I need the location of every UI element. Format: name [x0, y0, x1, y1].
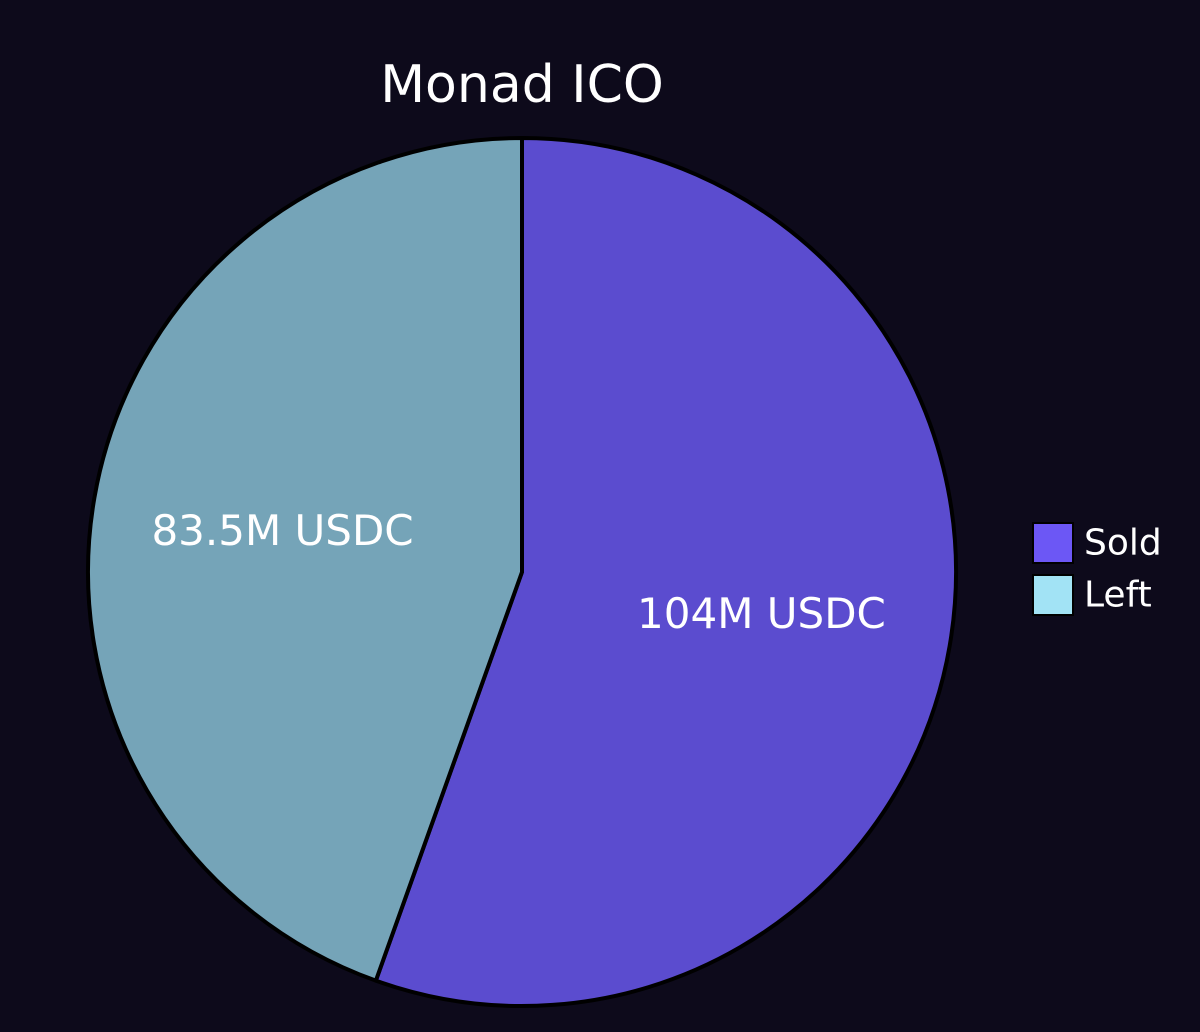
- legend-swatch-sold: [1032, 522, 1074, 564]
- legend: Sold Left: [1032, 522, 1162, 616]
- legend-swatch-left: [1032, 574, 1074, 616]
- slice-labels: 104M USDC 83.5M USDC: [151, 506, 885, 638]
- chart-title: Monad ICO: [380, 55, 664, 115]
- slice-label-left: 83.5M USDC: [151, 506, 413, 555]
- slice-label-sold: 104M USDC: [637, 589, 886, 638]
- pie-slice-left: [86, 136, 524, 983]
- legend-label-left: Left: [1084, 575, 1152, 616]
- pie-slice-sold: [373, 136, 958, 1008]
- legend-label-sold: Sold: [1084, 523, 1162, 564]
- pie-slices: [86, 136, 958, 1008]
